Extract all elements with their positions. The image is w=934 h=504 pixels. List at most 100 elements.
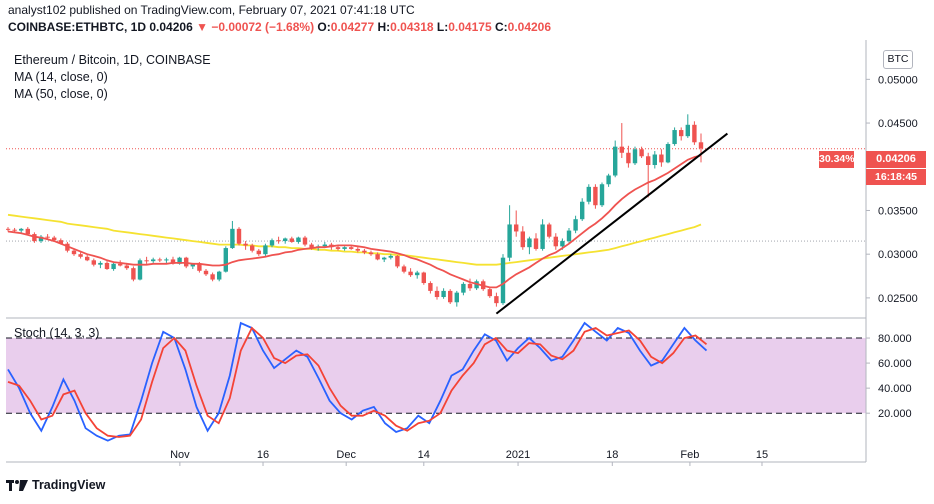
candle-body-1 [12, 229, 17, 231]
candle-body-2 [19, 228, 24, 231]
percent-badge: 30.34% [819, 151, 855, 168]
candle-body-48 [322, 244, 327, 247]
candle-body-81 [540, 224, 545, 249]
symbol: COINBASE:ETHBTC, 1D [8, 20, 147, 34]
candle-body-65 [434, 290, 440, 298]
candle-body-19 [131, 268, 136, 280]
candle-body-68 [454, 292, 459, 303]
candle-body-17 [118, 263, 123, 266]
candle-body-51 [342, 247, 347, 249]
currency-button[interactable]: BTC [883, 50, 913, 69]
close-label: C: [494, 20, 508, 34]
candle-body-10 [71, 250, 77, 255]
candle-body-8 [58, 240, 63, 244]
candle-body-6 [45, 236, 50, 238]
candle-body-104 [692, 124, 697, 143]
candle-body-102 [679, 130, 684, 137]
candle-body-44 [296, 237, 301, 242]
candle-body-54 [362, 250, 367, 253]
candle-body-84 [560, 241, 565, 247]
time-tick-label-1: 16 [257, 449, 269, 461]
candle-body-7 [52, 237, 57, 241]
candle-body-50 [335, 247, 341, 249]
price-tick-label-2: 0.03500 [878, 205, 918, 217]
candle-body-103 [685, 124, 690, 137]
candle-body-46 [309, 244, 314, 249]
candle-body-25 [170, 259, 176, 264]
ma14-line [7, 154, 702, 289]
candle-body-59 [395, 255, 400, 267]
candle-body-92 [613, 146, 618, 176]
candle-body-101 [672, 130, 677, 145]
candle-body-96 [639, 149, 644, 157]
candle-body-18 [124, 265, 129, 269]
candle-body-95 [632, 149, 638, 164]
candle-body-89 [593, 186, 598, 206]
price-change: −0.00072 (−1.68%) [211, 20, 315, 34]
candle-body-37 [250, 245, 255, 251]
candle-body-82 [547, 224, 552, 237]
candle-body-86 [573, 219, 578, 231]
support-trendline [495, 132, 729, 315]
candle-body-79 [527, 238, 532, 248]
time-tick-label-2: Dec [336, 449, 356, 461]
stoch-tick-label-3: 20.000 [878, 408, 912, 420]
candle-body-97 [646, 156, 651, 166]
candle-body-28 [190, 263, 195, 267]
candle-body-93 [619, 146, 624, 153]
candle-body-30 [203, 270, 209, 275]
candle-body-98 [652, 154, 657, 166]
low-label: L: [436, 20, 449, 34]
time-tick-label-7: 15 [756, 449, 768, 461]
stoch-pane [6, 321, 866, 442]
candle-body-40 [269, 240, 275, 246]
ma50-legend: MA (50, close, 0) [14, 87, 108, 101]
bar-countdown-tag: 16:18:45 [866, 169, 926, 185]
candle-body-56 [375, 254, 380, 260]
candle-body-38 [256, 250, 261, 255]
stoch-band [6, 338, 866, 414]
price-tick-label-3: 0.03000 [878, 249, 918, 261]
candle-body-61 [408, 271, 413, 276]
candle-body-75 [500, 257, 506, 304]
candle-body-58 [388, 255, 393, 258]
stoch-tick-label-1: 60.000 [878, 358, 912, 370]
candle-body-85 [566, 230, 572, 242]
price-tick-label-1: 0.04500 [878, 118, 918, 130]
candle-body-23 [157, 259, 162, 261]
candle-body-60 [401, 266, 407, 272]
price-tick-label-4: 0.02500 [878, 293, 918, 305]
candle-body-87 [580, 201, 585, 220]
tradingview-logo-icon [6, 478, 28, 492]
candle-body-91 [606, 175, 611, 185]
candle-body-83 [553, 236, 558, 247]
candle-body-34 [230, 228, 235, 249]
stoch-legend: Stoch (14, 3, 3) [14, 326, 100, 340]
stoch-tick-label-0: 80.000 [878, 333, 912, 345]
candle-body-88 [586, 186, 591, 202]
ma14-legend: MA (14, close, 0) [14, 70, 108, 84]
candle-body-74 [494, 296, 499, 304]
tradingview-footer[interactable]: TradingView [6, 478, 105, 492]
time-tick-label-0: Nov [170, 449, 190, 461]
candle-body-63 [421, 272, 426, 284]
price-pane [6, 114, 866, 315]
time-tick-label-4: 2021 [506, 449, 530, 461]
symbol-ohlc-line: COINBASE:ETHBTC, 1D 0.04206 ▼ −0.00072 (… [8, 20, 551, 34]
tradingview-brand: TradingView [32, 478, 106, 492]
axes: 0.05000 0.04500 0.03500 0.03000 0.02500 80.00… [6, 40, 918, 466]
candle-body-105 [698, 142, 704, 149]
candle-body-78 [520, 231, 525, 248]
change-arrow: ▼ [196, 20, 208, 34]
candle-body-94 [626, 152, 631, 164]
high-value: 0.04318 [390, 20, 434, 34]
candle-body-52 [349, 247, 354, 249]
open-label: O: [317, 20, 331, 34]
candle-body-36 [243, 243, 248, 246]
candle-body-76 [507, 224, 512, 258]
candle-body-21 [144, 260, 149, 262]
candle-body-15 [104, 262, 110, 270]
candle-body-33 [223, 248, 228, 272]
candle-body-41 [276, 240, 281, 242]
